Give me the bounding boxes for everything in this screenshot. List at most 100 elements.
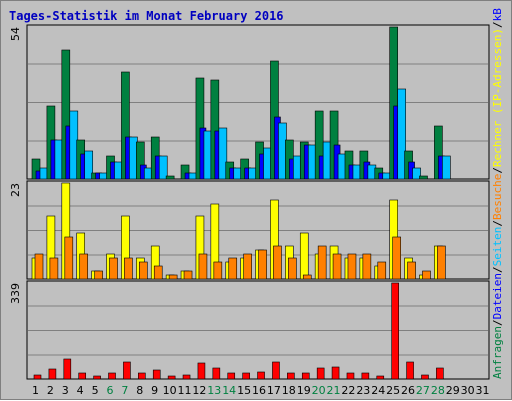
bar-kb-f-day-9	[152, 369, 161, 380]
bar-seiten-day-28	[442, 155, 451, 180]
bar-besuche-day-6	[109, 257, 118, 280]
legend-separator: /	[491, 266, 504, 273]
bar-besuche-day-24	[377, 261, 387, 280]
legend-separator: /	[491, 319, 504, 326]
bar-seiten-day-13	[218, 127, 228, 180]
legend-entry-besuche: Besuche	[491, 174, 504, 220]
bar-besuche-day-28	[437, 245, 446, 280]
bar-kb-f-day-11	[182, 374, 191, 380]
bar-kb-f-day-8	[138, 372, 146, 380]
bar-kb-f-day-1	[33, 374, 42, 380]
bar-besuche-day-26	[407, 261, 416, 280]
bar-kb-f-day-27	[421, 374, 429, 380]
x-tick-label-day-28: 28	[431, 384, 445, 397]
bar-besuche-day-7	[124, 257, 133, 280]
bar-kb-f-day-7	[123, 361, 131, 380]
bar-besuche-day-23	[362, 253, 372, 280]
x-tick-label-day-20: 20	[312, 384, 326, 397]
bar-besuche-day-4	[79, 253, 89, 280]
x-tick-label-day-24: 24	[371, 384, 385, 397]
bar-besuche-day-2	[49, 257, 59, 280]
bar-besuche-day-25	[392, 236, 401, 280]
bar-seiten-day-25	[397, 88, 406, 180]
bar-kb-f-day-5	[93, 375, 101, 380]
x-tick-label-day-14: 14	[222, 384, 236, 397]
bar-kb-f-day-14	[227, 372, 236, 380]
bar-besuche-day-22	[347, 253, 357, 280]
bar-besuche-day-17	[273, 245, 282, 280]
x-tick-label-day-16: 16	[252, 384, 266, 397]
bar-seiten-day-4	[84, 150, 94, 180]
bar-anfragen-day-27	[419, 175, 428, 180]
x-tick-label-day-18: 18	[282, 384, 296, 397]
bar-kb-f-day-16	[257, 371, 265, 380]
bar-kb-f-day-10	[167, 375, 176, 380]
legend-entry-dateien: Dateien	[491, 273, 504, 319]
x-tick-label-day-31: 31	[476, 384, 490, 397]
legend-separator: /	[491, 167, 504, 174]
bar-kb-f-day-15	[242, 372, 250, 380]
bar-rechner-ip-adressen--day-19	[299, 232, 309, 280]
bar-besuche-day-19	[302, 274, 312, 280]
legend-entry-anfragen: Anfragen	[491, 326, 504, 379]
legend-entry-kb-in: kB In	[491, 1, 504, 21]
bar-besuche-day-5	[94, 270, 103, 280]
panel-max-label-bottom: 339	[9, 283, 22, 304]
bar-kb-f-day-21	[331, 366, 340, 380]
x-tick-label-day-29: 29	[446, 384, 460, 397]
bar-besuche-day-27	[422, 270, 431, 280]
bar-besuche-day-11	[183, 270, 193, 280]
x-tick-label-day-12: 12	[192, 384, 206, 397]
bar-besuche-day-3	[64, 236, 74, 280]
x-tick-label-day-22: 22	[341, 384, 355, 397]
bar-besuche-day-8	[139, 261, 148, 280]
x-tick-label-day-6: 6	[106, 384, 113, 397]
x-tick-label-day-19: 19	[297, 384, 311, 397]
legend-entry-seiten: Seiten	[491, 227, 504, 267]
legend-separator: /	[491, 21, 504, 28]
bar-kb-f-day-28	[436, 367, 444, 380]
bar-kb-f-day-12	[197, 362, 206, 380]
x-tick-label-day-3: 3	[62, 384, 69, 397]
bar-besuche-day-14	[228, 257, 238, 280]
bar-seiten-day-9	[158, 155, 168, 180]
bar-besuche-day-13	[213, 261, 223, 280]
bar-kb-f-day-23	[361, 372, 370, 380]
x-tick-label-day-21: 21	[327, 384, 341, 397]
bar-kb-f-day-6	[108, 372, 116, 380]
x-tick-label-day-30: 30	[461, 384, 475, 397]
x-tick-label-day-27: 27	[416, 384, 430, 397]
x-tick-label-day-4: 4	[77, 384, 84, 397]
bar-kb-f-day-24	[376, 375, 385, 380]
x-tick-label-day-5: 5	[92, 384, 99, 397]
side-legend: Anfragen/Dateien/Seiten/Besuche/Rechner …	[491, 1, 504, 379]
bar-besuche-day-16	[258, 249, 267, 280]
bar-kb-f-day-17	[272, 361, 280, 380]
legend-entry-rechner-ip-adressen-: Rechner (IP-Adressen)	[491, 28, 504, 167]
x-tick-label-day-8: 8	[136, 384, 143, 397]
bar-besuche-day-1	[34, 253, 44, 280]
bar-kb-f-day-13	[212, 367, 221, 380]
bar-besuche-day-9	[153, 265, 163, 280]
bar-besuche-day-15	[243, 253, 252, 280]
x-tick-label-day-1: 1	[32, 384, 39, 397]
x-tick-label-day-15: 15	[237, 384, 251, 397]
bar-kb-f-day-20	[316, 367, 325, 380]
x-tick-label-day-11: 11	[177, 384, 191, 397]
bar-besuche-day-10	[168, 274, 178, 280]
x-tick-label-day-13: 13	[207, 384, 221, 397]
bar-besuche-day-21	[332, 253, 342, 280]
x-tick-label-day-17: 17	[267, 384, 281, 397]
x-tick-label-day-10: 10	[163, 384, 177, 397]
bar-anfragen-day-10	[165, 175, 175, 180]
bar-kb-f-day-4	[78, 372, 87, 380]
bar-besuche-day-20	[317, 245, 327, 280]
bar-kb-f-day-19	[301, 372, 310, 380]
chart-title: Tages-Statistik im Monat February 2016	[9, 9, 284, 23]
legend-separator: /	[491, 220, 504, 227]
bar-kb-f-day-3	[63, 358, 72, 380]
bar-seiten-day-26	[412, 167, 421, 180]
bar-kb-f-day-26	[406, 361, 414, 380]
